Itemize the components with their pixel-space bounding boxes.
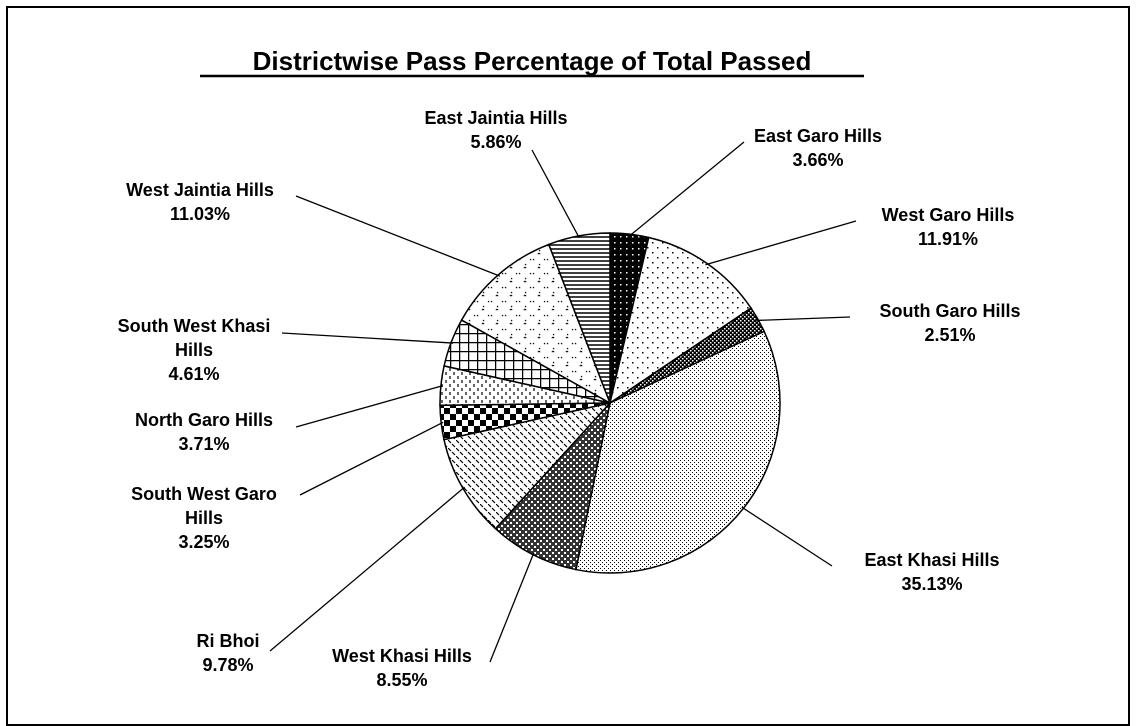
slice-label: North Garo Hills 3.71% bbox=[135, 410, 273, 454]
slice-label: East Garo Hills 3.66% bbox=[754, 126, 882, 170]
leader-line bbox=[741, 506, 833, 567]
slice-labels: East Garo Hills 3.66%West Garo Hills 11.91… bbox=[118, 108, 1021, 690]
leader-line bbox=[295, 385, 444, 428]
pie-slice-west-garo-hills bbox=[608, 236, 753, 405]
pie-slice-west-jaintia-hills bbox=[460, 243, 612, 405]
pie-chart: Districtwise Pass Percentage of Total Pa… bbox=[118, 46, 1021, 690]
leader-line bbox=[295, 195, 501, 277]
leader-line bbox=[269, 486, 466, 652]
slice-label: South Garo Hills 2.51% bbox=[879, 301, 1020, 345]
slice-label: West Garo Hills 11.91% bbox=[882, 205, 1015, 249]
slice-label: West Jaintia Hills 11.03% bbox=[126, 180, 274, 224]
pie-slices bbox=[439, 232, 781, 574]
slice-label: East Khasi Hills 35.13% bbox=[864, 550, 999, 594]
leader-line bbox=[756, 316, 851, 322]
leader-line bbox=[299, 421, 444, 496]
slice-label: East Jaintia Hills 5.86% bbox=[424, 108, 567, 152]
slice-label: Ri Bhoi 9.78% bbox=[197, 631, 260, 675]
slice-label: West Khasi Hills 8.55% bbox=[332, 646, 472, 690]
leader-line bbox=[705, 220, 857, 266]
leader-line bbox=[628, 141, 745, 237]
leader-line bbox=[489, 552, 535, 663]
leader-lines bbox=[269, 141, 857, 663]
slice-label: South West Khasi Hills 4.61% bbox=[118, 316, 271, 384]
leader-line bbox=[281, 332, 454, 344]
slice-label: South West Garo Hills 3.25% bbox=[131, 484, 277, 552]
chart-title: Districtwise Pass Percentage of Total Pa… bbox=[253, 46, 812, 76]
leader-line bbox=[531, 149, 580, 239]
